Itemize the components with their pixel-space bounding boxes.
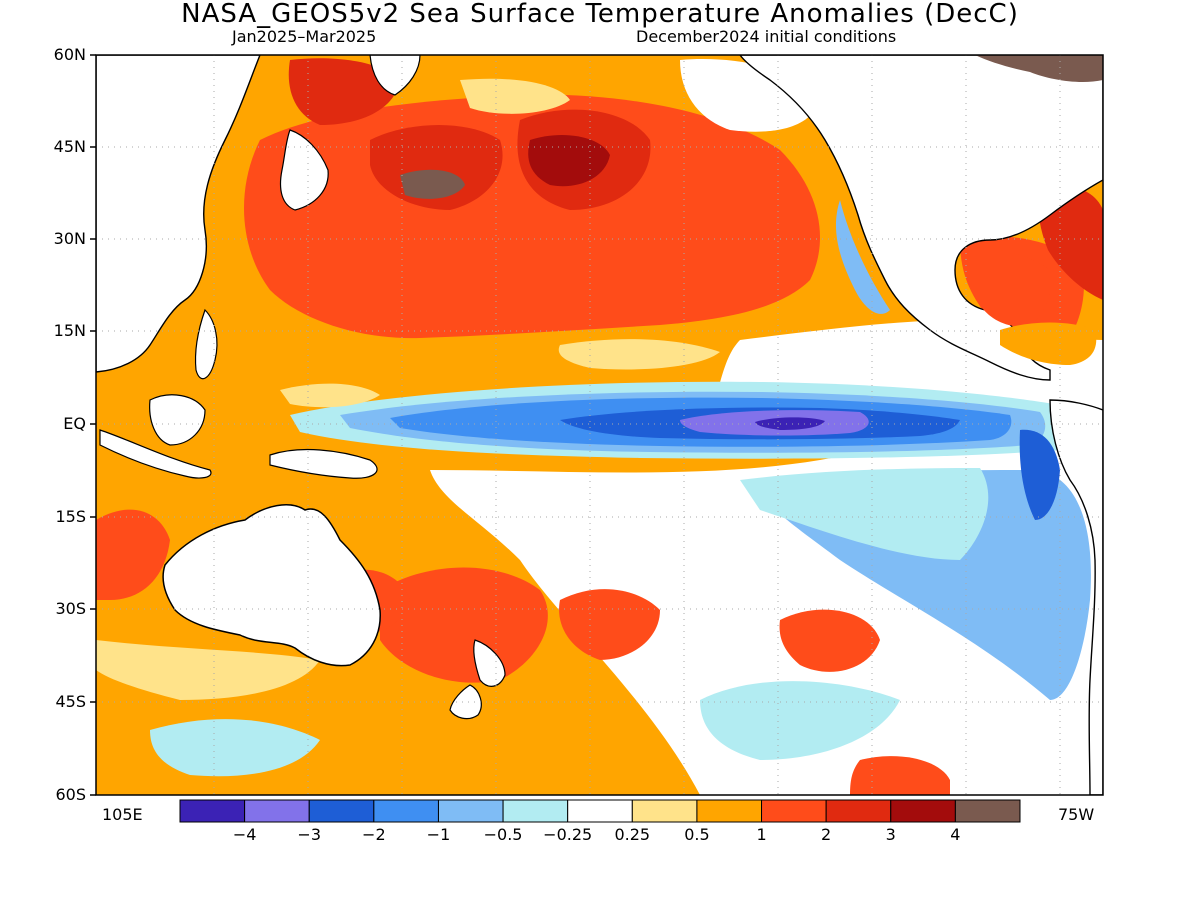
colorbar-swatch: [502, 799, 569, 823]
map-frame: [95, 54, 1104, 796]
north-america-land: [739, 55, 1103, 381]
neutral-pale-north: [460, 78, 570, 114]
colorbar-tick-label: 1: [756, 825, 767, 844]
warm-patch-japan-sea: [288, 58, 400, 125]
lon-label-east-edge: 75W: [1058, 805, 1095, 824]
lat-label-45n: 45N: [53, 137, 86, 156]
lat-label-15s: 15S: [55, 507, 86, 526]
colorbar-tick-label: −0.5: [483, 825, 523, 844]
la-nina-extreme-core: [755, 417, 825, 430]
gulf-water: [964, 248, 1052, 327]
colorbar-swatch: [437, 799, 504, 823]
light-cool-southwest: [150, 719, 320, 777]
australia-land: [162, 504, 381, 667]
colorbar-swatch: [373, 799, 439, 823]
colorbar: [179, 799, 1021, 823]
borneo-land: [149, 394, 206, 446]
lat-label-60s: 60S: [55, 785, 86, 804]
colorbar-tick-label: −1: [426, 825, 451, 844]
colorbar-tick-label: −2: [362, 825, 386, 844]
warm-patch-atlantic: [1038, 186, 1103, 300]
lat-label-30n: 30N: [53, 229, 86, 248]
light-cool-south: [700, 681, 900, 760]
extreme-warm-core: [400, 169, 465, 199]
colorbar-swatch: [890, 799, 956, 823]
colorbar-swatch: [244, 799, 310, 823]
colorbar-swatch: [954, 799, 1021, 823]
neutral-band-west: [280, 383, 380, 408]
warm-patch-south-1: [779, 609, 880, 672]
cool-patch-california: [835, 200, 890, 314]
lat-label-eq: EQ: [63, 414, 86, 433]
colorbar-swatch: [567, 799, 633, 823]
warm-patch-south-pacific-2: [559, 589, 660, 660]
lat-label-60n: 60N: [53, 45, 86, 64]
colorbar-tick-label: 0.25: [614, 825, 651, 844]
japan-land: [279, 129, 329, 211]
coastal-cool-peru: [1019, 429, 1060, 520]
new-zealand-south-island: [449, 684, 482, 720]
colorbar-tick-label: −4: [232, 825, 257, 844]
light-cool-southeast: [740, 468, 989, 560]
lat-ticks: [90, 54, 96, 796]
colorbar-tick-label: 4: [950, 825, 961, 844]
warm-patch-indian-ocean: [96, 509, 170, 600]
colorbar-swatch: [179, 799, 246, 823]
lat-label-30s: 30S: [55, 599, 86, 618]
very-strong-warm-core: [528, 135, 610, 187]
neutral-south-belt: [96, 640, 320, 700]
colorbar-swatch: [761, 799, 827, 823]
colorbar-tick-label: −0.25: [543, 825, 593, 844]
caribbean-water: [1000, 322, 1097, 365]
asia-mainland: [96, 55, 261, 373]
initial-conditions: December2024 initial conditions: [636, 27, 897, 46]
forecast-period: Jan2025–Mar2025: [232, 27, 377, 46]
philippines-land: [194, 308, 218, 380]
warm-patch-south-pacific-1: [380, 567, 548, 683]
chart-title: NASA_GEOS5v2 Sea Surface Temperature Ano…: [181, 0, 1019, 29]
colorbar-tick-label: 2: [821, 825, 832, 844]
lat-label-15n: 15N: [53, 321, 86, 340]
lat-label-45s: 45S: [55, 692, 86, 711]
new-guinea-land: [269, 448, 378, 479]
colorbar-tick-label: 0.5: [684, 825, 710, 844]
south-america-land: [1049, 399, 1103, 795]
colorbar-tick-label: −3: [297, 825, 322, 844]
lon-label-west-edge: 105E: [102, 805, 143, 824]
colorbar-swatch: [308, 799, 375, 823]
extreme-warm-north-edge: [975, 55, 1103, 83]
colorbar-tick-label: 3: [885, 825, 896, 844]
pale-band-north-equator: [558, 339, 720, 370]
colorbar-swatch: [631, 799, 698, 823]
strong-warm-core-1: [370, 125, 503, 210]
kamchatka-land: [369, 55, 421, 96]
colorbar-swatch: [825, 799, 892, 823]
colorbar-swatch: [696, 799, 763, 823]
new-zealand-north-island: [473, 639, 506, 687]
sumatra-java-land: [99, 429, 212, 479]
warm-patch-south-far: [850, 756, 950, 795]
